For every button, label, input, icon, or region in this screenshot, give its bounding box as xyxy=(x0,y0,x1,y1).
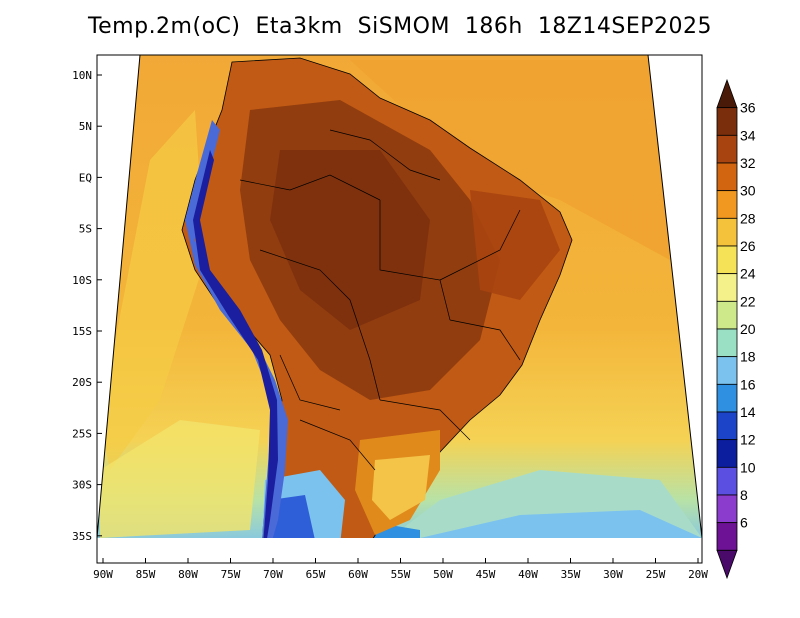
colorbar-swatch xyxy=(716,383,738,413)
rio-grande-do-sul xyxy=(372,455,430,520)
colorbar-boxes xyxy=(716,78,738,580)
lat-tick-label: 10N xyxy=(72,69,92,82)
lon-tick-label: 30W xyxy=(603,568,623,581)
colorbar-swatch xyxy=(716,107,738,136)
lon-tick-label: 80W xyxy=(178,568,198,581)
colorbar-swatch xyxy=(716,273,738,302)
colorbar-swatch xyxy=(716,356,738,385)
colorbar-swatch xyxy=(716,217,738,247)
colorbar-label: 14 xyxy=(740,404,756,420)
colorbar-label: 16 xyxy=(740,376,756,392)
colorbar-label: 36 xyxy=(740,100,756,116)
colorbar-swatch xyxy=(716,78,738,109)
colorbar-label: 34 xyxy=(740,127,756,143)
colorbar-swatch xyxy=(716,439,738,468)
lat-tick-label: 30S xyxy=(72,479,92,492)
colorbar-labels: 36 34 32 30 28 26 24 22 20 18 16 14 12 10 8 6 xyxy=(740,100,756,531)
colorbar-label: 20 xyxy=(740,321,756,337)
lon-tick-label: 35W xyxy=(561,568,581,581)
lon-tick-label: 70W xyxy=(263,568,283,581)
colorbar-swatch xyxy=(716,328,738,358)
lon-tick-label: 90W xyxy=(93,568,113,581)
tropical-atlantic xyxy=(350,60,670,260)
colorbar-label: 8 xyxy=(740,487,748,503)
lon-tick-label: 20W xyxy=(688,568,708,581)
colorbar-swatch xyxy=(716,245,738,275)
colorbar-swatch xyxy=(716,494,738,524)
lat-tick-label: 5N xyxy=(79,120,92,133)
colorbar-label: 32 xyxy=(740,155,756,171)
hottest-core xyxy=(270,150,430,330)
lat-tick-label: 25S xyxy=(72,427,92,440)
colorbar-swatch xyxy=(716,300,738,330)
lon-axis: 90W 85W 80W 75W 70W 65W 60W 55W 50W 45W 40W 35W 30W 2… xyxy=(93,558,708,581)
lat-tick-label: EQ xyxy=(79,171,92,184)
colorbar-label: 10 xyxy=(740,459,756,475)
pacific-cool-band xyxy=(100,110,205,470)
south-atlantic-cold xyxy=(420,510,702,538)
domain xyxy=(97,55,702,538)
lat-tick-label: 15S xyxy=(72,325,92,338)
colorbar-label: 22 xyxy=(740,293,756,309)
colorbar-label: 24 xyxy=(740,266,756,282)
colorbar-label: 12 xyxy=(740,432,756,448)
andes-cold xyxy=(185,120,288,538)
lon-tick-label: 65W xyxy=(306,568,326,581)
colorbar-label: 30 xyxy=(740,183,756,199)
plot-frame xyxy=(96,54,703,564)
colorbar-label: 18 xyxy=(740,349,756,365)
lat-axis: 10N 5N EQ 5S 10S 15S 20S 25S 30S 35S xyxy=(72,69,102,543)
lon-tick-label: 45W xyxy=(476,568,496,581)
colorbar-label: 6 xyxy=(740,515,748,531)
colorbar-swatch xyxy=(716,190,738,219)
colorbar-label: 26 xyxy=(740,238,756,254)
colorbar-swatch xyxy=(716,522,738,551)
colorbar-swatch xyxy=(716,162,738,192)
map-title: Temp.2m(oC) Eta3km SiSMOM 186h 18Z14SEP2… xyxy=(87,14,713,39)
colorbar-swatch xyxy=(716,411,738,441)
country-borders xyxy=(239,129,521,471)
lat-tick-label: 35S xyxy=(72,530,92,543)
andes-peaks xyxy=(193,150,278,538)
lon-tick-label: 55W xyxy=(391,568,411,581)
lon-tick-label: 85W xyxy=(136,568,156,581)
lat-tick-label: 10S xyxy=(72,274,92,287)
northeast-region xyxy=(470,190,560,300)
lon-tick-label: 40W xyxy=(518,568,538,581)
lat-tick-label: 20S xyxy=(72,376,92,389)
colorbar-swatch xyxy=(716,466,738,496)
lon-tick-label: 75W xyxy=(221,568,241,581)
colorbar-swatch xyxy=(716,134,738,164)
south-pacific-band xyxy=(100,420,260,538)
lon-tick-label: 50W xyxy=(433,568,453,581)
lat-tick-label: 5S xyxy=(79,223,92,236)
lon-tick-label: 25W xyxy=(646,568,666,581)
lon-tick-label: 60W xyxy=(348,568,368,581)
colorbar-swatch xyxy=(716,549,738,580)
colorbar-label: 28 xyxy=(740,210,756,226)
